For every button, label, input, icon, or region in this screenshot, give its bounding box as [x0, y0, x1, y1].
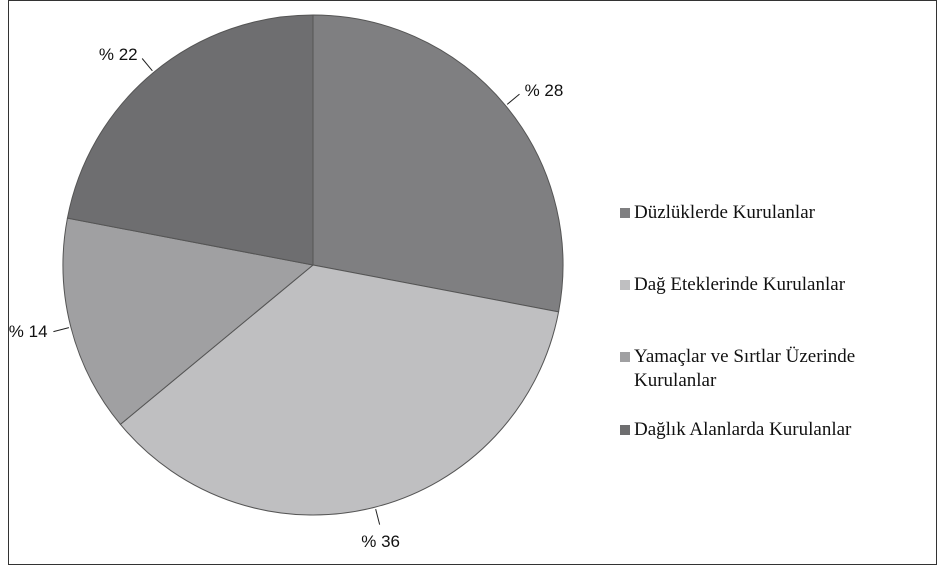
leader-line [506, 93, 520, 105]
legend-label: Düzlüklerde Kurulanlar [634, 202, 815, 223]
legend-swatch [620, 352, 630, 362]
legend-item: Dağlık Alanlarda Kurulanlar [620, 418, 934, 442]
legend-swatch [620, 425, 630, 435]
legend-item: Düzlüklerde Kurulanlar [620, 201, 934, 225]
pie-slice [62, 217, 315, 426]
leader-line [53, 327, 70, 333]
value-label: % 28 [525, 81, 564, 100]
legend-item: Dağ Eteklerinde Kurulanlar [620, 273, 934, 297]
value-label: % 14 [9, 322, 48, 341]
legend-label: Dağ Eteklerinde Kurulanlar [634, 274, 846, 295]
legend-label: Dağlık Alanlarda Kurulanlar [634, 419, 852, 440]
value-label: % 36 [361, 532, 400, 551]
legend-swatch [620, 280, 630, 290]
value-label: % 22 [99, 45, 138, 64]
legend-item: Yamaçlar ve Sırtlar Üzerinde Kurulanlar [620, 345, 934, 393]
pie-slice [119, 264, 560, 516]
legend-swatch [620, 208, 630, 218]
chart-border [8, 0, 937, 565]
leader-line [141, 58, 153, 72]
leader-line [375, 508, 381, 525]
pie-slice [66, 14, 314, 266]
pie-slice [312, 14, 564, 313]
legend-label: Yamaçlar ve Sırtlar Üzerinde Kurulanlar [634, 346, 856, 391]
